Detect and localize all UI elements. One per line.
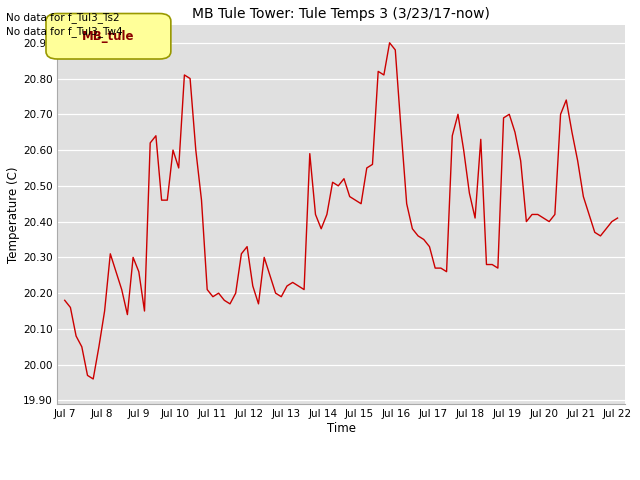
Y-axis label: Temperature (C): Temperature (C) [7,166,20,263]
Text: No data for f_Tul3_Tw4: No data for f_Tul3_Tw4 [6,26,123,37]
X-axis label: Time: Time [326,421,356,435]
Text: No data for f_Tul3_Ts2: No data for f_Tul3_Ts2 [6,12,120,23]
FancyBboxPatch shape [46,13,171,59]
Text: MB_tule: MB_tule [82,30,134,43]
Title: MB Tule Tower: Tule Temps 3 (3/23/17-now): MB Tule Tower: Tule Temps 3 (3/23/17-now… [192,7,490,21]
